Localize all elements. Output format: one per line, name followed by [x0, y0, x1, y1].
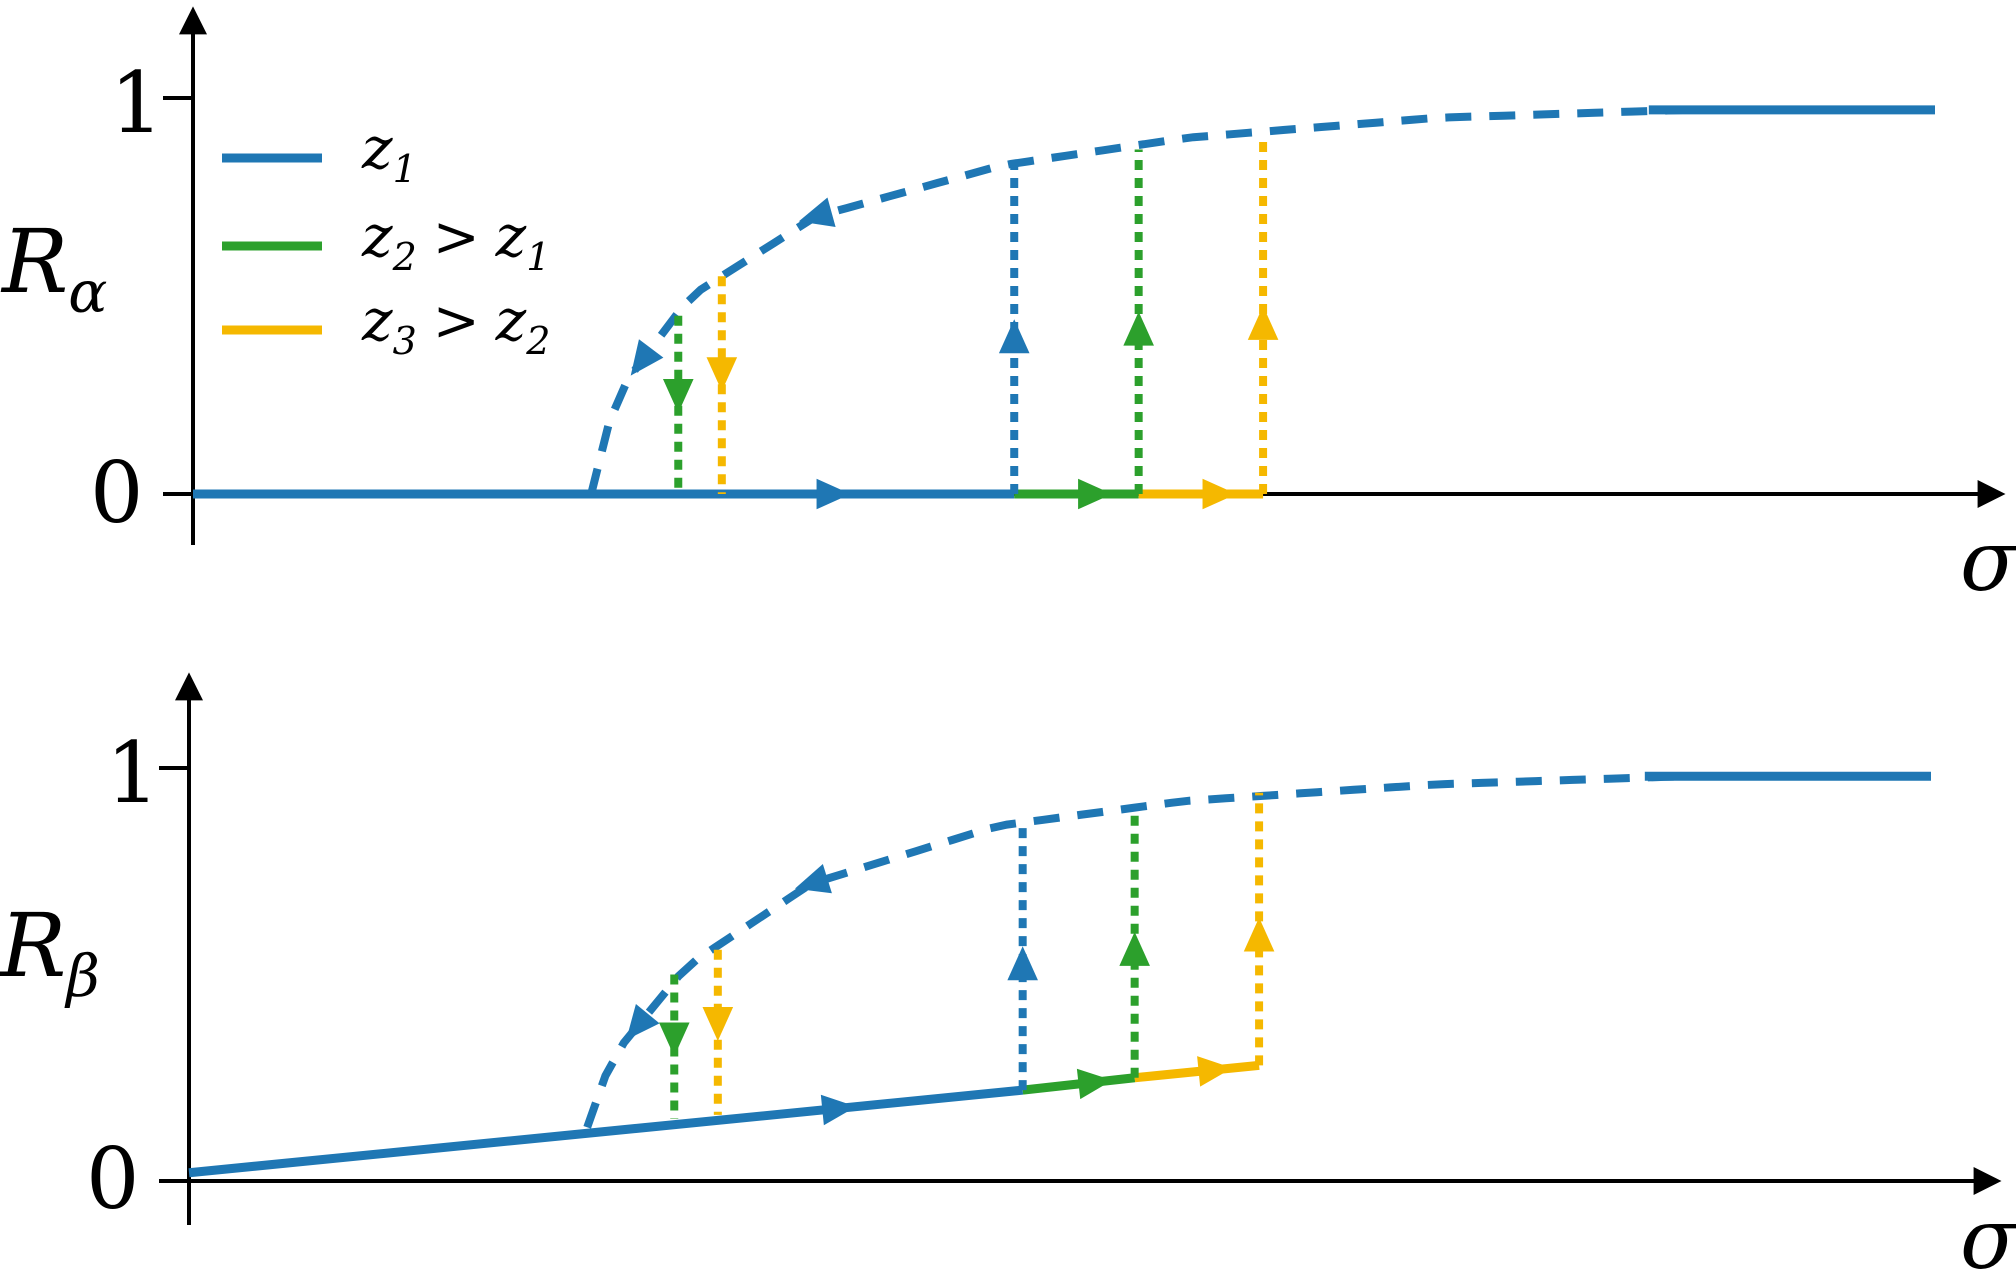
lower-branch-z1-bottom	[188, 1085, 1024, 1178]
unstable-branch-top	[587, 105, 1687, 495]
lower-arrow-z1-bottom	[820, 1094, 857, 1126]
jump-up-arrow-z1-top	[998, 319, 1030, 354]
lower-arrow-z3-bottom	[1197, 1056, 1233, 1087]
jump-up-arrow-z3-bottom	[1243, 917, 1275, 952]
legend-label-z3: z3 > z2	[361, 286, 550, 363]
jump-down-arrow-z2-top	[662, 378, 694, 413]
unstable-branch-bottom	[583, 772, 1683, 1129]
jump-down-arrow-z2-bottom	[658, 1022, 690, 1057]
ylabel-top: Rα	[0, 210, 107, 326]
xlabel-bottom: σ	[1960, 1190, 2016, 1276]
ylabel-bottom-sub: β	[64, 942, 100, 1010]
plot-area-bottom	[188, 771, 1931, 1178]
unstable-arrow-bottom-0	[794, 863, 832, 894]
jump-up-arrow-z3-top	[1247, 305, 1279, 340]
xlabel-top: σ	[1960, 512, 2016, 610]
jump-up-arrow-z2-top	[1123, 311, 1154, 346]
jump-down-arrow-z3-bottom	[702, 1007, 734, 1042]
lower-arrow-z1-top	[816, 478, 851, 510]
unstable-arrow-top-1	[630, 339, 664, 376]
ytick-label-0-top: 0	[90, 444, 143, 542]
jump-down-arrow-z3-top	[706, 357, 738, 392]
ylabel-top-base: R	[0, 210, 68, 313]
panel-r-alpha: 1 0 Rα σ z1 z2 > z1 z3 > z2	[0, 6, 2016, 610]
legend: z1 z2 > z1 z3 > z2	[222, 114, 550, 363]
legend-label-z1: z1	[361, 114, 417, 191]
jump-up-arrow-z2-bottom	[1119, 931, 1150, 966]
lower-arrow-z2-top	[1078, 478, 1113, 510]
ylabel-bottom-base: R	[0, 894, 66, 997]
unstable-arrow-bottom-1	[626, 1003, 660, 1040]
jump-up-arrow-z1-bottom	[1007, 946, 1038, 981]
ylabel-bottom: Rβ	[0, 894, 100, 1010]
lower-arrow-z2-bottom	[1076, 1068, 1113, 1100]
plot-area-top	[193, 105, 1935, 510]
ytick-label-1-top: 1	[110, 54, 163, 152]
legend-label-z2: z2 > z1	[361, 202, 550, 279]
lower-arrow-z3-top	[1202, 478, 1237, 510]
lower-branch-z3-bottom	[1134, 1060, 1260, 1083]
ytick-label-0-bottom: 0	[86, 1130, 139, 1228]
unstable-arrow-top-0	[798, 197, 836, 228]
ytick-label-1-bottom: 1	[106, 724, 159, 822]
panel-r-beta: 1 0 Rβ σ	[0, 672, 2016, 1276]
ylabel-top-sub: α	[68, 258, 107, 326]
